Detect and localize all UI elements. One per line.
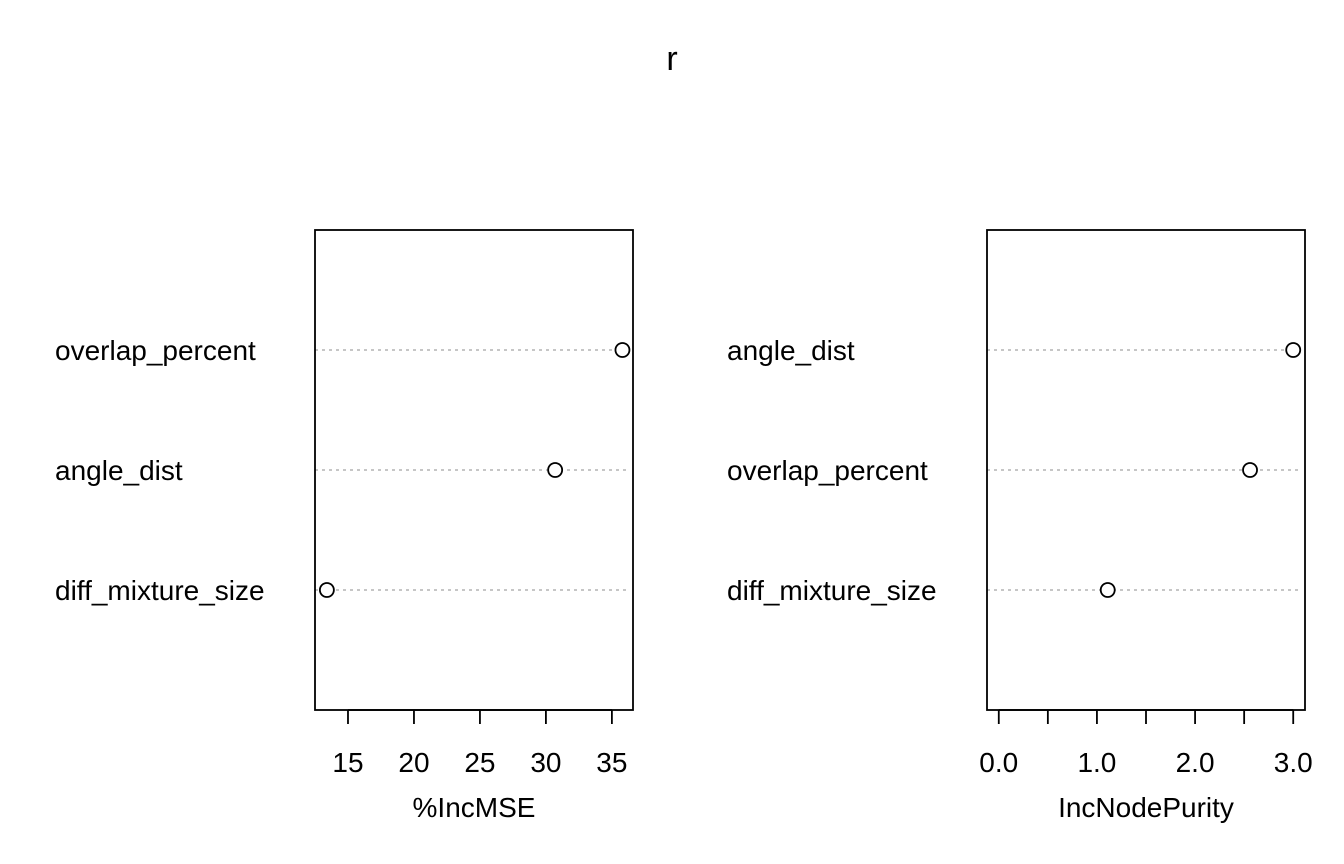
category-label-incmse-1: angle_dist [55,455,183,486]
plot-frame-incmse [314,229,634,711]
category-label-incnodepurity-2: diff_mixture_size [727,575,937,606]
x-tick-label-incmse-0: 15 [332,747,363,778]
x-axis-label-incnodepurity: IncNodePurity [1058,792,1234,823]
x-tick-label-incnodepurity-4: 2.0 [1176,747,1215,778]
x-tick-label-incnodepurity-6: 3.0 [1274,747,1313,778]
x-tick-label-incnodepurity-2: 1.0 [1077,747,1116,778]
point-incnodepurity-0 [1285,342,1302,358]
figure-title: r [666,40,677,78]
panel-incnodepurity: IncNodePurity angle_dist overlap_percentd… [727,229,1313,823]
point-incnodepurity-2 [1099,582,1116,598]
point-incnodepurity-1 [1242,462,1258,478]
x-tick-label-incmse-4: 35 [596,747,627,778]
x-axis-label-incmse: %IncMSE [413,792,536,823]
x-tick-label-incmse-2: 25 [464,747,495,778]
x-tick-label-incmse-1: 20 [398,747,429,778]
category-label-incnodepurity-0: angle_dist [727,335,855,366]
panel-incmse: %IncMSE overlap_percent angle_dist diff_mi… [55,229,634,823]
point-incmse-0 [614,342,631,358]
category-label-incmse-0: overlap_percent [55,335,256,366]
x-tick-label-incnodepurity-0: 0.0 [979,747,1018,778]
category-label-incmse-2: diff_mixture_size [55,575,265,606]
category-label-incnodepurity-1: overlap_percent [727,455,928,486]
point-incmse-2 [318,582,335,598]
x-tick-label-incmse-3: 30 [530,747,561,778]
point-incmse-1 [547,462,564,478]
